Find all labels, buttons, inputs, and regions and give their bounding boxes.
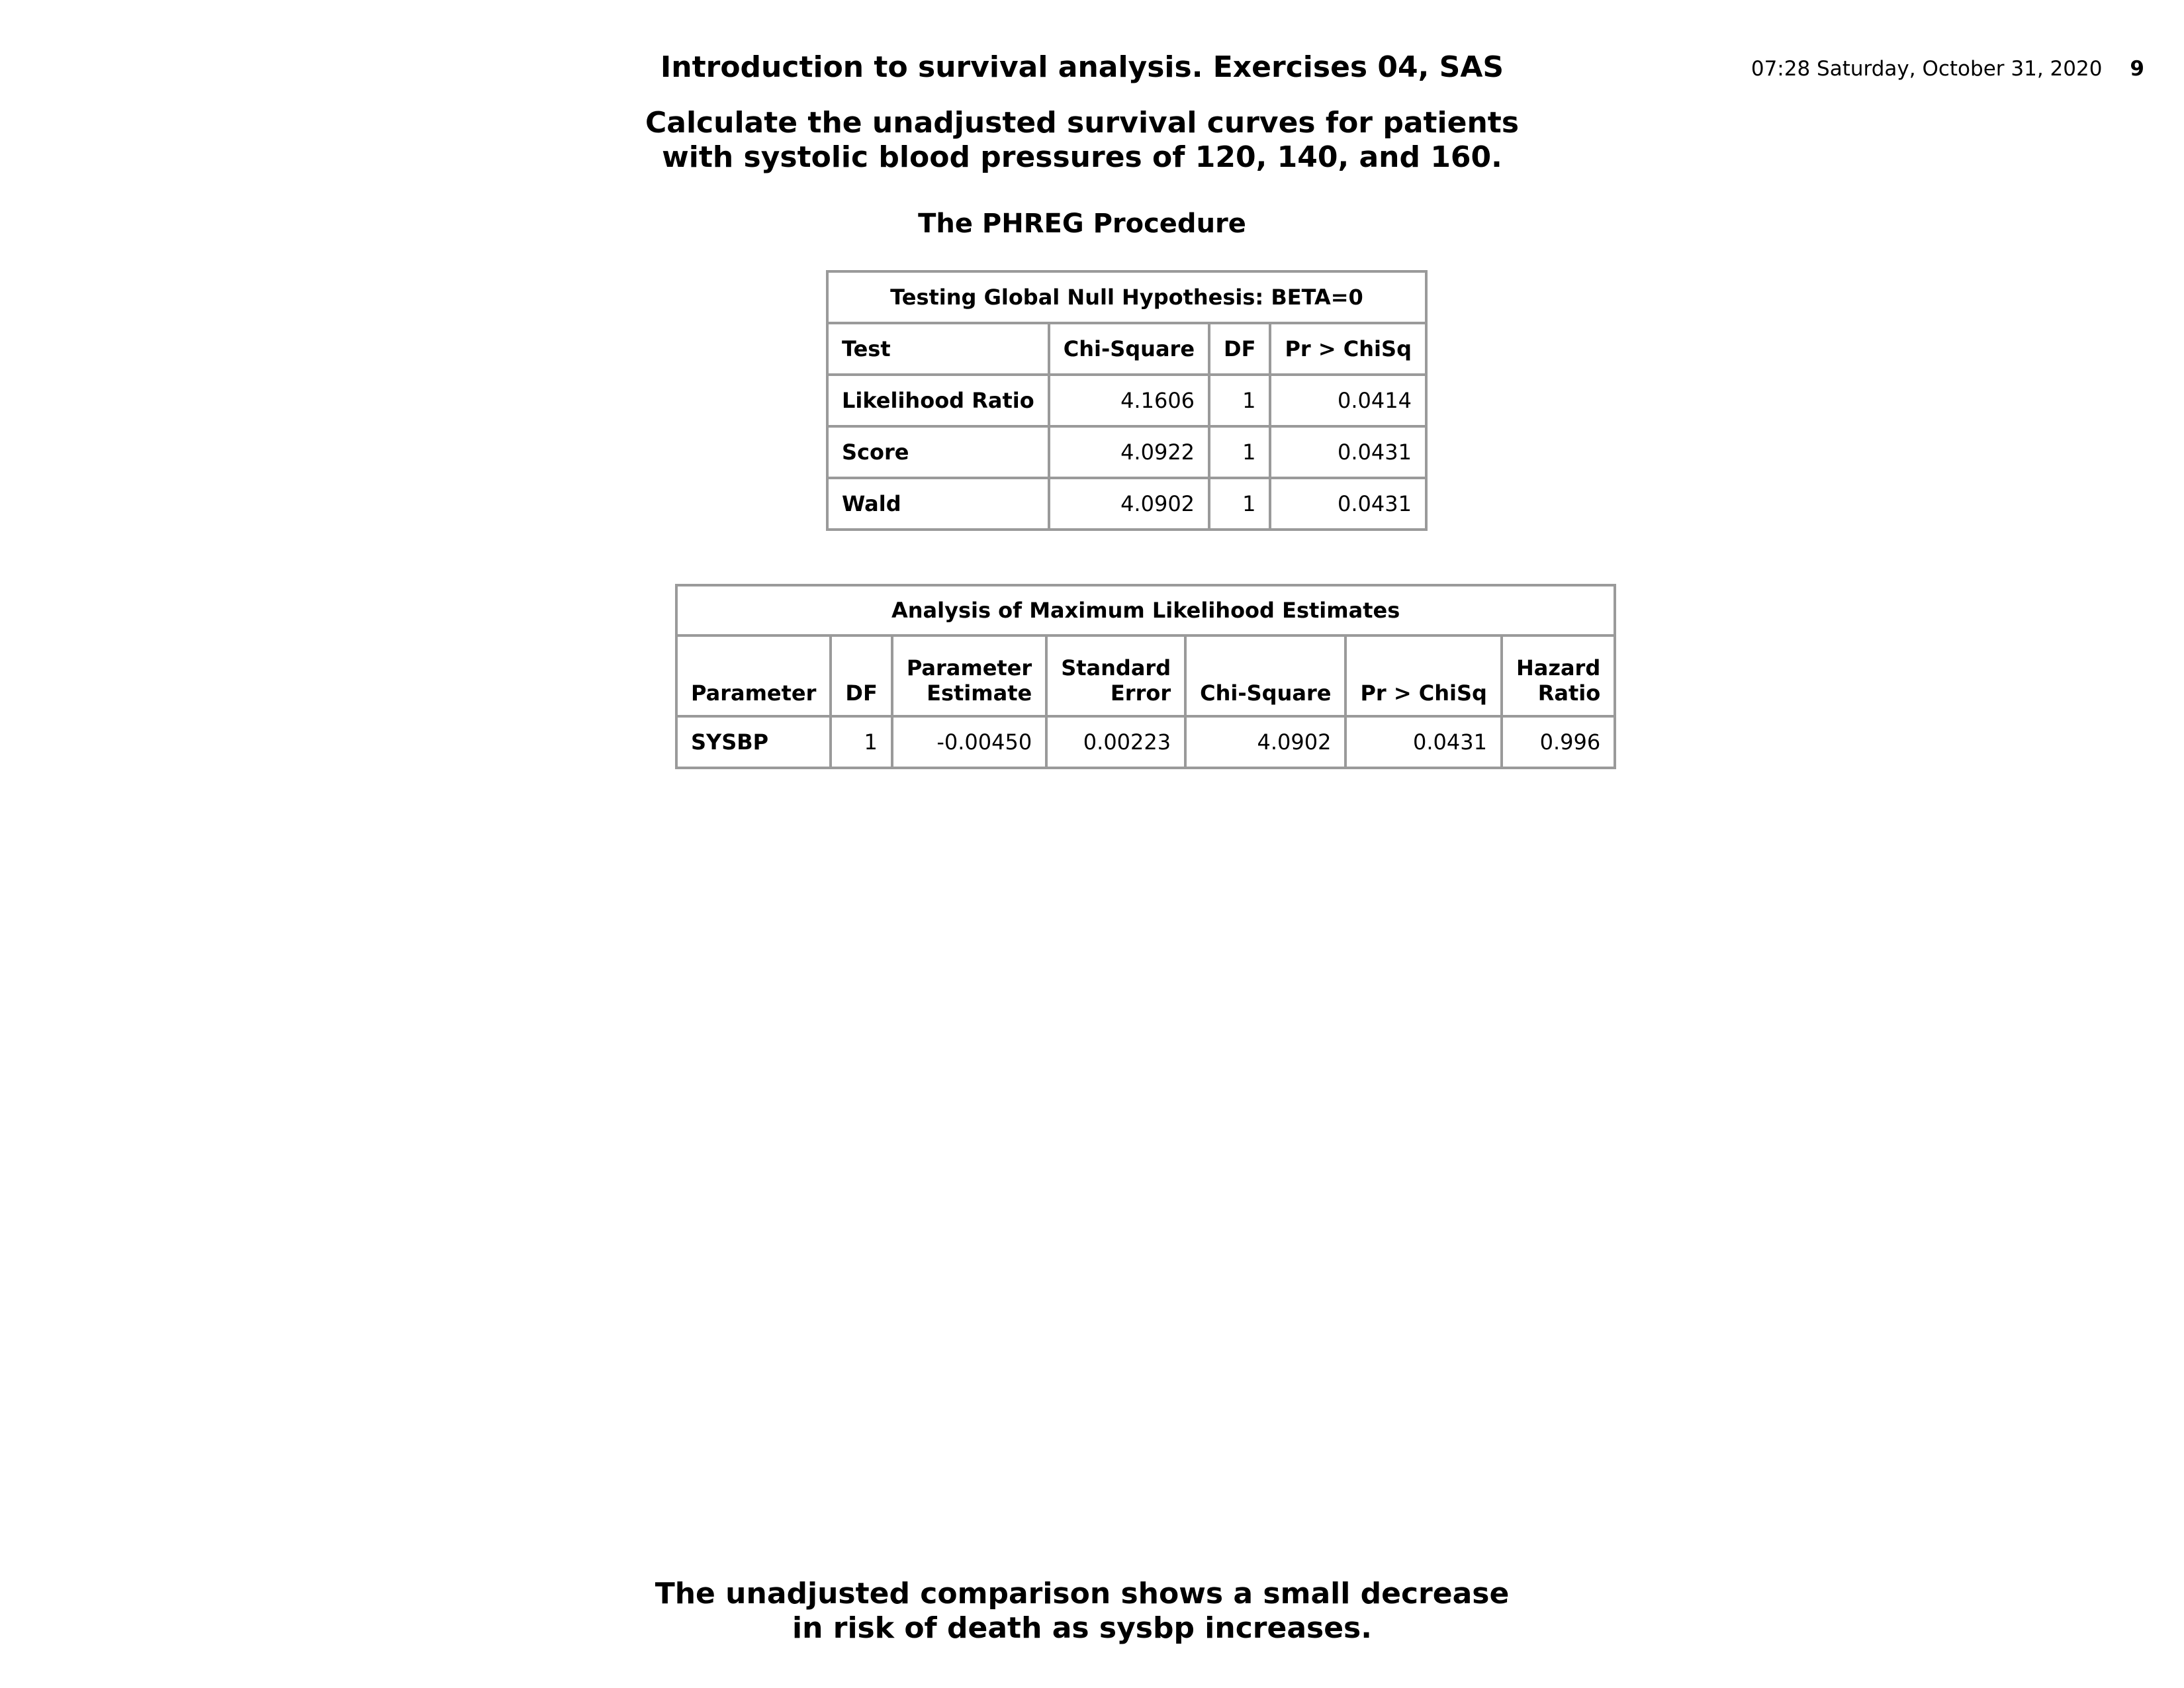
column-header-line1: Parameter <box>906 655 1032 680</box>
table-cell: 4.0902 <box>1047 477 1211 531</box>
table-cell: 1 <box>1208 477 1272 531</box>
subtitle: Calculate the unadjusted survival curves… <box>645 106 1520 174</box>
table-caption: Analysis of Maximum Likelihood Estimates <box>674 584 1617 637</box>
table-caption: Testing Global Null Hypothesis: BETA=0 <box>826 270 1428 324</box>
row-label: Wald <box>826 477 1050 531</box>
column-header-line2: Ratio <box>1537 680 1601 706</box>
column-header-line2: Pr > ChiSq <box>1360 680 1487 706</box>
table-cell: 1 <box>1208 425 1272 479</box>
table-cell: 0.0414 <box>1269 373 1428 428</box>
page-number: 9 <box>2130 57 2144 81</box>
column-header: Pr > ChiSq <box>1269 322 1428 376</box>
column-header-line2: Error <box>1110 680 1171 706</box>
maximum-likelihood-estimates-table: Analysis of Maximum Likelihood Estimates… <box>674 584 1617 769</box>
conclusion-text: The unadjusted comparison shows a small … <box>655 1577 1510 1645</box>
column-header: Pr > ChiSq <box>1344 634 1503 718</box>
procedure-title: The PHREG Procedure <box>918 209 1246 239</box>
table-cell: 4.1606 <box>1047 373 1211 428</box>
column-header-line2: Parameter <box>691 680 817 706</box>
column-header-line2: Estimate <box>927 680 1032 706</box>
column-header: Parameter Estimate <box>890 634 1048 718</box>
row-label: SYSBP <box>674 715 833 769</box>
column-header: Chi-Square <box>1047 322 1211 376</box>
column-header: Hazard Ratio <box>1500 634 1617 718</box>
table-cell: 0.0431 <box>1344 715 1503 769</box>
table-cell: 0.996 <box>1500 715 1617 769</box>
table-cell: 0.0431 <box>1269 477 1428 531</box>
table-cell: 4.0922 <box>1047 425 1211 479</box>
table-row: SYSBP 1 -0.00450 0.00223 4.0902 0.0431 0… <box>674 715 1617 769</box>
page-title: Introduction to survival analysis. Exerc… <box>660 50 1504 84</box>
column-header-line2: DF <box>845 680 878 706</box>
table-cell: 1 <box>1208 373 1272 428</box>
row-label: Likelihood Ratio <box>826 373 1050 428</box>
table-row: Likelihood Ratio 4.1606 1 0.0414 <box>826 373 1428 428</box>
table-row: Score 4.0922 1 0.0431 <box>826 425 1428 479</box>
global-null-hypothesis-table: Testing Global Null Hypothesis: BETA=0 T… <box>826 270 1428 531</box>
column-header-line2: Chi-Square <box>1200 680 1332 706</box>
table-cell: 4.0902 <box>1184 715 1347 769</box>
row-label: Score <box>826 425 1050 479</box>
table-row: Wald 4.0902 1 0.0431 <box>826 477 1428 531</box>
timestamp: 07:28 Saturday, October 31, 2020 <box>1751 57 2103 81</box>
table-cell: 1 <box>829 715 893 769</box>
column-header-line1: Hazard <box>1516 655 1601 680</box>
column-header: Test <box>826 322 1050 376</box>
column-header: DF <box>829 634 893 718</box>
header-stamp: 07:28 Saturday, October 31, 2020 9 <box>1751 56 2144 82</box>
column-header: Parameter <box>674 634 833 718</box>
table-cell: 0.00223 <box>1045 715 1187 769</box>
table-cell: 0.0431 <box>1269 425 1428 479</box>
column-header: DF <box>1208 322 1272 376</box>
column-header-line1: Standard <box>1061 655 1171 680</box>
column-header: Chi-Square <box>1184 634 1347 718</box>
column-header: Standard Error <box>1045 634 1187 718</box>
table-cell: -0.00450 <box>890 715 1048 769</box>
